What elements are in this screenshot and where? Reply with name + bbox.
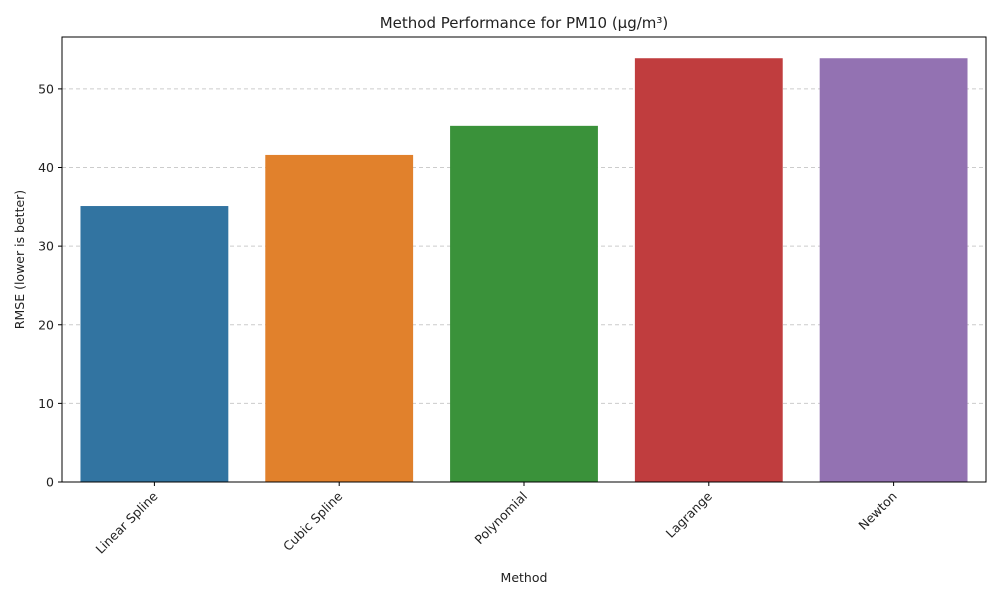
bar [265,154,414,482]
y-tick-label: 30 [38,239,54,254]
bar [819,58,968,483]
y-tick-label: 40 [38,160,54,175]
bar [634,58,783,483]
y-tick-label: 10 [38,396,54,411]
x-tick-label: Lagrange [663,488,715,540]
x-tick-label: Cubic Spline [280,488,346,554]
bar [450,125,598,482]
x-tick-label: Linear Spline [92,488,160,556]
y-axis-label: RMSE (lower is better) [12,190,27,329]
y-tick-label: 0 [46,475,54,490]
x-tick-label: Newton [855,489,899,533]
x-tick-label: Polynomial [471,489,530,548]
bar [80,206,229,482]
chart-title: Method Performance for PM10 (μg/m³) [380,14,669,32]
y-tick-label: 50 [38,81,54,96]
y-tick-label: 20 [38,317,54,332]
y-axis-ticks: 0 10 20 30 40 50 [38,81,62,490]
bars [80,58,968,483]
x-axis-label: Method [501,570,548,585]
x-axis-ticks: Linear Spline Cubic Spline Polynomial Lagra… [92,482,900,557]
